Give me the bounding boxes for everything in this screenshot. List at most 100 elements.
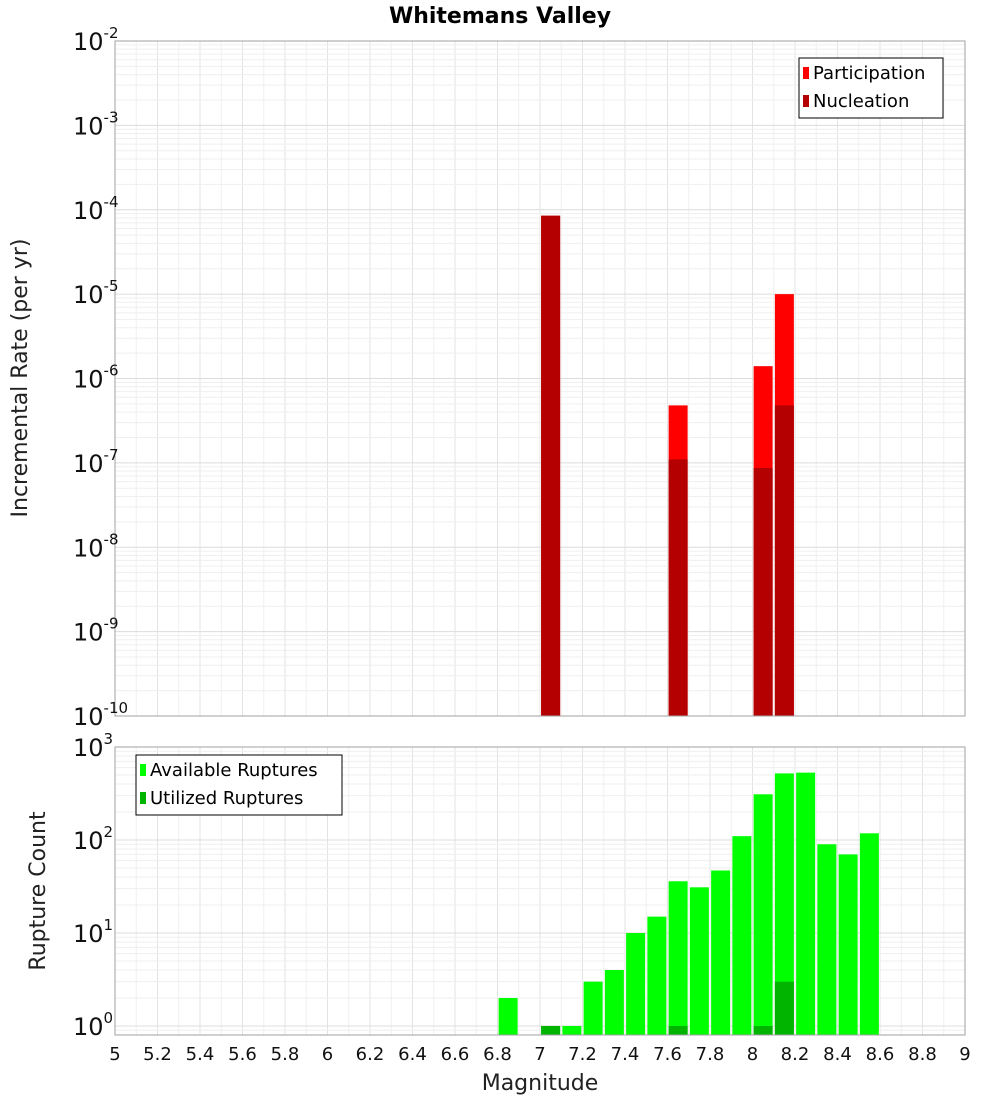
bottom-bar-available-ruptures [859, 833, 879, 1035]
y-tick-base: 10 [73, 920, 104, 948]
legend-label: Utilized Ruptures [150, 788, 303, 809]
bottom-bar-available-ruptures [647, 916, 667, 1035]
x-tick-label: 5.4 [186, 1044, 215, 1065]
bottom-bar-available-ruptures [562, 1025, 582, 1035]
x-tick-label: 7.6 [653, 1044, 682, 1065]
x-tick-label: 8.4 [823, 1044, 852, 1065]
y-tick-label: 10-8 [73, 530, 119, 562]
x-tick-labels: 5 5.2 5.4 5.6 5.8 6 6.2 6.4 6.6 6.8 7 7.2 7.4 7.6 7.8 8… [109, 1044, 970, 1065]
x-tick-label: 8 [747, 1044, 758, 1065]
bottom-bar-available-ruptures [732, 836, 752, 1035]
x-tick-label: 5 [109, 1044, 120, 1065]
top-legend: Participation Nucleation [798, 57, 944, 119]
y-tick-label: 100 [73, 1009, 113, 1041]
legend-box [135, 754, 343, 816]
y-tick-exponent: -3 [104, 108, 119, 126]
y-tick-label: 103 [73, 730, 113, 762]
bottom-bar-available-ruptures [774, 773, 794, 1035]
y-tick-base: 10 [73, 281, 104, 309]
legend-swatch [803, 95, 809, 107]
y-tick-base: 10 [73, 197, 104, 225]
x-tick-label: 8.6 [866, 1044, 895, 1065]
top-bars [541, 215, 794, 717]
top-y-axis-title: Incremental Rate (per yr) [8, 239, 33, 518]
bottom-bar-available-ruptures [668, 881, 688, 1035]
x-axis-title: Magnitude [482, 1071, 599, 1096]
bottom-bar-available-ruptures [498, 997, 518, 1035]
y-tick-base: 10 [73, 534, 104, 562]
y-tick-exponent: -6 [104, 362, 119, 380]
bottom-bar-available-ruptures [626, 932, 646, 1035]
y-tick-label: 10-4 [73, 193, 119, 225]
top-bar-nucleation [774, 405, 794, 716]
bottom-bar-available-ruptures [796, 772, 816, 1035]
bottom-bar-available-ruptures [583, 981, 603, 1035]
legend-label: Available Ruptures [150, 760, 318, 781]
x-tick-label: 5.2 [143, 1044, 172, 1065]
x-tick-label: 7 [534, 1044, 545, 1065]
y-tick-exponent: -10 [104, 699, 129, 717]
legend-swatch [140, 792, 146, 804]
y-tick-label: 10-6 [73, 362, 119, 394]
y-tick-base: 10 [73, 450, 104, 478]
y-tick-label: 10-5 [73, 277, 119, 309]
y-tick-base: 10 [73, 619, 104, 647]
x-tick-label: 6.4 [398, 1044, 427, 1065]
y-tick-base: 10 [73, 366, 104, 394]
bottom-bars [498, 772, 879, 1035]
y-tick-exponent: -8 [104, 530, 119, 548]
x-tick-label: 7.8 [696, 1044, 725, 1065]
top-bar-nucleation [753, 467, 773, 716]
y-tick-label: 101 [73, 916, 113, 948]
x-tick-label: 6.8 [483, 1044, 512, 1065]
bottom-bar-available-ruptures [711, 870, 731, 1035]
y-tick-base: 10 [73, 1013, 104, 1041]
x-tick-label: 5.8 [271, 1044, 300, 1065]
legend-swatch [140, 764, 146, 776]
top-plot-border [114, 40, 966, 717]
x-tick-label: 9 [959, 1044, 970, 1065]
x-tick-label: 6.6 [441, 1044, 470, 1065]
bottom-bar-available-ruptures [838, 854, 858, 1035]
x-tick-label: 7.2 [568, 1044, 597, 1065]
y-tick-base: 10 [73, 112, 104, 140]
x-tick-label: 6.2 [356, 1044, 385, 1065]
y-tick-exponent: -7 [104, 446, 119, 464]
chart-title: Whitemans Valley [389, 4, 611, 29]
x-tick-label: 8.8 [908, 1044, 937, 1065]
y-tick-base: 10 [73, 703, 104, 731]
bottom-bar-utilized-ruptures [668, 1025, 688, 1035]
y-tick-exponent: -9 [104, 615, 119, 633]
y-tick-label: 10-10 [73, 699, 128, 731]
y-tick-exponent: 1 [104, 916, 114, 934]
legend-label: Participation [813, 63, 925, 84]
top-bar-nucleation [668, 459, 688, 716]
bottom-bar-available-ruptures [604, 969, 624, 1035]
y-tick-label: 10-9 [73, 615, 119, 647]
x-tick-label: 6 [322, 1044, 333, 1065]
y-tick-exponent: -2 [104, 24, 119, 42]
legend-swatch [803, 67, 809, 79]
y-tick-base: 10 [73, 827, 104, 855]
top-gridlines [114, 41, 966, 717]
x-tick-label: 5.6 [228, 1044, 257, 1065]
y-tick-label: 10-3 [73, 108, 119, 140]
bottom-bar-available-ruptures [817, 844, 837, 1035]
y-tick-exponent: 2 [104, 823, 114, 841]
y-tick-exponent: 3 [104, 730, 114, 748]
bottom-bar-utilized-ruptures [541, 1025, 561, 1035]
y-tick-exponent: 0 [104, 1009, 114, 1027]
bottom-bar-utilized-ruptures [774, 981, 794, 1035]
top-bar-nucleation [541, 215, 561, 717]
y-tick-label: 10-2 [73, 24, 119, 56]
y-tick-exponent: -5 [104, 277, 119, 295]
legend-label: Nucleation [813, 91, 909, 112]
top-plot-area: 10-1010-910-810-710-610-510-410-310-2Par… [73, 24, 966, 731]
bottom-legend: Available Ruptures Utilized Ruptures [135, 754, 343, 816]
bottom-plot-border [114, 746, 966, 1036]
bottom-bar-available-ruptures [753, 794, 773, 1035]
